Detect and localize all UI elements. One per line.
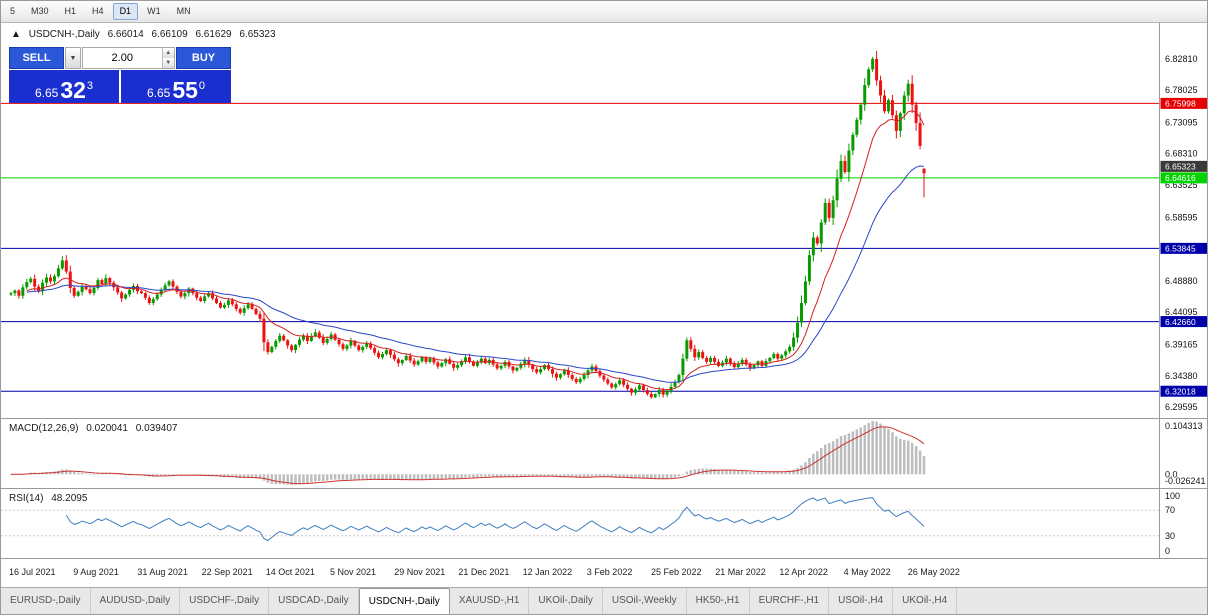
chart-tab-usoil-weekly[interactable]: USOil-,Weekly [603, 588, 687, 614]
svg-text:26 May 2022: 26 May 2022 [908, 567, 960, 577]
svg-text:6.34380: 6.34380 [1165, 371, 1198, 381]
svg-text:9 Aug 2021: 9 Aug 2021 [73, 567, 119, 577]
svg-text:6.65323: 6.65323 [1165, 162, 1196, 172]
volume-field: ▲ ▼ [82, 47, 175, 69]
ask-price-small: 6.65 [146, 86, 171, 100]
svg-text:6.73095: 6.73095 [1165, 117, 1198, 127]
svg-text:0: 0 [1165, 546, 1170, 556]
timeframe-button-d1[interactable]: D1 [112, 3, 139, 20]
svg-text:-0.026241: -0.026241 [1165, 476, 1206, 486]
svg-text:100: 100 [1165, 491, 1180, 501]
svg-text:31 Aug 2021: 31 Aug 2021 [137, 567, 188, 577]
svg-text:5 Nov 2021: 5 Nov 2021 [330, 567, 376, 577]
svg-text:6.68310: 6.68310 [1165, 149, 1198, 159]
chart-tab-usoil-h4[interactable]: USOil-,H4 [829, 588, 894, 614]
svg-text:6.58595: 6.58595 [1165, 212, 1198, 222]
svg-text:6.63525: 6.63525 [1165, 180, 1198, 190]
svg-text:6.75998: 6.75998 [1165, 99, 1196, 109]
svg-text:29 Nov 2021: 29 Nov 2021 [394, 567, 445, 577]
chart-tab-eurusd-daily[interactable]: EURUSD-,Daily [1, 588, 91, 614]
bid-price-display: 6.65 32 3 [9, 70, 119, 103]
svg-text:0.104313: 0.104313 [1165, 421, 1203, 431]
ask-price-display: 6.65 55 0 [121, 70, 231, 103]
svg-text:6.82810: 6.82810 [1165, 54, 1198, 64]
svg-text:6.64616: 6.64616 [1165, 173, 1196, 183]
chart-area: 6.82810 6.78025 6.73095 6.68310 6.63525 6.585… [1, 23, 1208, 589]
timeframe-button-mn[interactable]: MN [176, 6, 191, 16]
chart-tab-eurchf-h1[interactable]: EURCHF-,H1 [750, 588, 830, 614]
chart-canvas[interactable]: 6.82810 6.78025 6.73095 6.68310 6.63525 6.585… [1, 23, 1208, 589]
timeframe-button-5[interactable]: 5 [10, 6, 16, 16]
svg-text:6.32018: 6.32018 [1165, 386, 1196, 396]
svg-text:14 Oct 2021: 14 Oct 2021 [266, 567, 315, 577]
svg-text:6.29595: 6.29595 [1165, 402, 1198, 412]
svg-text:6.39165: 6.39165 [1165, 339, 1198, 349]
chart-tab-hk50-h1[interactable]: HK50-,H1 [687, 588, 750, 614]
svg-text:3 Feb 2022: 3 Feb 2022 [587, 567, 633, 577]
timeframe-buttons: 5 M30 H1 H4 D1 W1 MN [3, 3, 198, 20]
svg-text:6.42660: 6.42660 [1165, 317, 1196, 327]
svg-text:0.0: 0.0 [1165, 469, 1178, 479]
bid-price-big: 32 [60, 77, 86, 103]
chart-tab-ukoil-daily[interactable]: UKOil-,Daily [529, 588, 603, 614]
timeframe-button-h4[interactable]: H4 [92, 6, 104, 16]
one-click-trading-panel: SELL ▼ ▲ ▼ BUY 6.65 32 3 [9, 47, 231, 103]
chart-tab-usdcnh-daily[interactable]: USDCNH-,Daily [358, 588, 450, 614]
timeframe-button-w1[interactable]: W1 [147, 6, 161, 16]
svg-text:12 Jan 2022: 12 Jan 2022 [523, 567, 573, 577]
chart-tab-audusd-daily[interactable]: AUDUSD-,Daily [91, 588, 181, 614]
chart-tab-bar: EURUSD-,Daily AUDUSD-,Daily USDCHF-,Daily U… [1, 587, 1207, 614]
volume-spinner: ▲ ▼ [161, 48, 174, 68]
chart-tab-ukoil-h4[interactable]: UKOil-,H4 [893, 588, 958, 614]
svg-text:70: 70 [1165, 505, 1175, 515]
volume-input[interactable] [83, 48, 162, 68]
bid-price-small: 6.65 [34, 86, 59, 100]
chart-tab-usdchf-daily[interactable]: USDCHF-,Daily [180, 588, 270, 614]
chart-tab-usdcad-daily[interactable]: USDCAD-,Daily [269, 588, 359, 614]
chevron-down-icon: ▼ [69, 54, 77, 62]
svg-text:21 Mar 2022: 21 Mar 2022 [715, 567, 766, 577]
ask-price-big: 55 [172, 77, 198, 103]
svg-text:6.78025: 6.78025 [1165, 85, 1198, 95]
sell-button[interactable]: SELL [9, 47, 64, 69]
svg-text:6.44095: 6.44095 [1165, 307, 1198, 317]
svg-text:21 Dec 2021: 21 Dec 2021 [458, 567, 509, 577]
svg-text:30: 30 [1165, 531, 1175, 541]
svg-text:22 Sep 2021: 22 Sep 2021 [202, 567, 253, 577]
ask-price-sup: 0 [198, 80, 206, 92]
bid-price-sup: 3 [86, 80, 94, 92]
volume-decrease-button[interactable]: ▼ [162, 58, 174, 68]
timeframe-button-m30[interactable]: M30 [31, 6, 49, 16]
volume-increase-button[interactable]: ▲ [162, 48, 174, 58]
volume-dropdown-button[interactable]: ▼ [65, 47, 81, 69]
svg-text:4 May 2022: 4 May 2022 [844, 567, 891, 577]
buy-button[interactable]: BUY [176, 47, 231, 69]
chart-tab-xauusd-h1[interactable]: XAUUSD-,H1 [450, 588, 530, 614]
svg-text:6.53845: 6.53845 [1165, 244, 1196, 254]
svg-text:25 Feb 2022: 25 Feb 2022 [651, 567, 702, 577]
svg-text:6.48880: 6.48880 [1165, 276, 1198, 286]
timeframe-button-h1[interactable]: H1 [64, 6, 77, 16]
timeframe-toolbar: 5 M30 H1 H4 D1 W1 MN [1, 1, 1207, 23]
svg-text:12 Apr 2022: 12 Apr 2022 [779, 567, 828, 577]
svg-text:16 Jul 2021: 16 Jul 2021 [9, 567, 56, 577]
